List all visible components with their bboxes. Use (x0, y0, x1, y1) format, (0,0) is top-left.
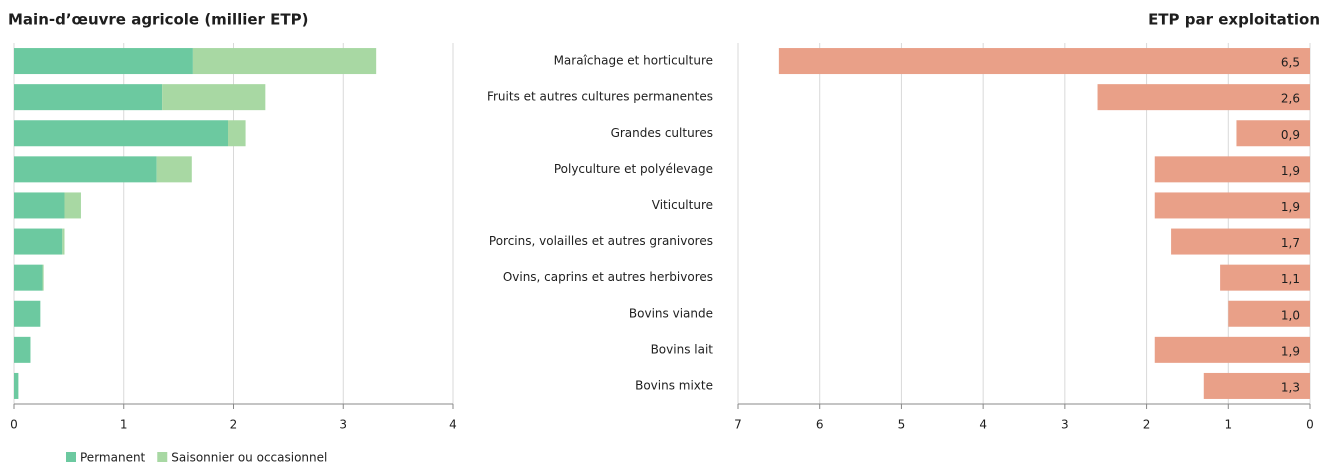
category-label: Viticulture (652, 198, 713, 212)
value-label: 0,9 (1281, 128, 1300, 142)
legend-swatch (157, 452, 168, 462)
legend-label: Permanent (80, 451, 146, 465)
bar-segment (14, 264, 43, 291)
category-label: Bovins mixte (635, 378, 713, 392)
value-label: 1,9 (1281, 164, 1300, 178)
x-tick-label: 0 (1306, 418, 1314, 432)
bar (778, 48, 1310, 75)
x-tick-label: 4 (449, 418, 457, 432)
value-label: 1,0 (1281, 308, 1300, 322)
x-tick-label: 3 (339, 418, 347, 432)
x-tick-label: 2 (230, 418, 238, 432)
category-label: Grandes cultures (611, 126, 713, 140)
bar-segment (14, 84, 163, 111)
category-label: Porcins, volailles et autres granivores (489, 234, 713, 248)
x-tick-label: 6 (816, 418, 824, 432)
legend-swatch (66, 452, 76, 462)
bar (1154, 192, 1310, 219)
category-label: Fruits et autres cultures permanentes (487, 90, 713, 104)
bar (1154, 336, 1310, 363)
value-label: 2,6 (1281, 92, 1300, 106)
bar (1154, 156, 1310, 183)
x-tick-label: 1 (1224, 418, 1232, 432)
x-tick-label: 0 (10, 418, 18, 432)
bar-segment (14, 336, 31, 363)
value-label: 1,3 (1281, 380, 1300, 394)
bar (1097, 84, 1310, 111)
x-tick-label: 4 (979, 418, 987, 432)
bar-segment (228, 120, 246, 147)
x-tick-label: 5 (898, 418, 906, 432)
chart-title: Main-d’œuvre agricole (millier ETP) (8, 11, 309, 29)
x-tick-label: 1 (120, 418, 128, 432)
value-label: 1,1 (1281, 272, 1300, 286)
bar (1236, 120, 1310, 147)
bar (1220, 264, 1310, 291)
bar-segment (14, 156, 157, 183)
legend-label: Saisonnier ou occasionnel (171, 451, 327, 465)
x-tick-label: 2 (1143, 418, 1151, 432)
x-tick-label: 7 (734, 418, 742, 432)
chart-title: ETP par exploitation (1148, 11, 1320, 29)
category-label: Polyculture et polyélevage (554, 162, 713, 176)
value-label: 1,9 (1281, 200, 1300, 214)
bar (1171, 228, 1310, 255)
value-label: 1,7 (1281, 236, 1300, 250)
value-label: 6,5 (1281, 56, 1300, 70)
category-label: Bovins lait (651, 342, 714, 356)
bar-segment (14, 192, 65, 219)
category-label: Ovins, caprins et autres herbivores (503, 270, 713, 284)
bar (1228, 300, 1310, 327)
bar-segment (14, 120, 229, 147)
category-label: Bovins viande (629, 306, 713, 320)
bar-segment (42, 264, 44, 291)
value-label: 1,9 (1281, 344, 1300, 358)
bar-segment (64, 192, 81, 219)
x-tick-label: 3 (1061, 418, 1069, 432)
bar-segment (14, 48, 193, 75)
bar-segment (192, 48, 377, 75)
bar-segment (162, 84, 266, 111)
bar-segment (62, 228, 65, 255)
bar (1203, 372, 1310, 399)
bar-segment (14, 300, 41, 327)
bar-segment (156, 156, 192, 183)
category-label: Maraîchage et horticulture (554, 54, 713, 68)
bar-segment (14, 372, 19, 399)
bar-segment (14, 228, 63, 255)
